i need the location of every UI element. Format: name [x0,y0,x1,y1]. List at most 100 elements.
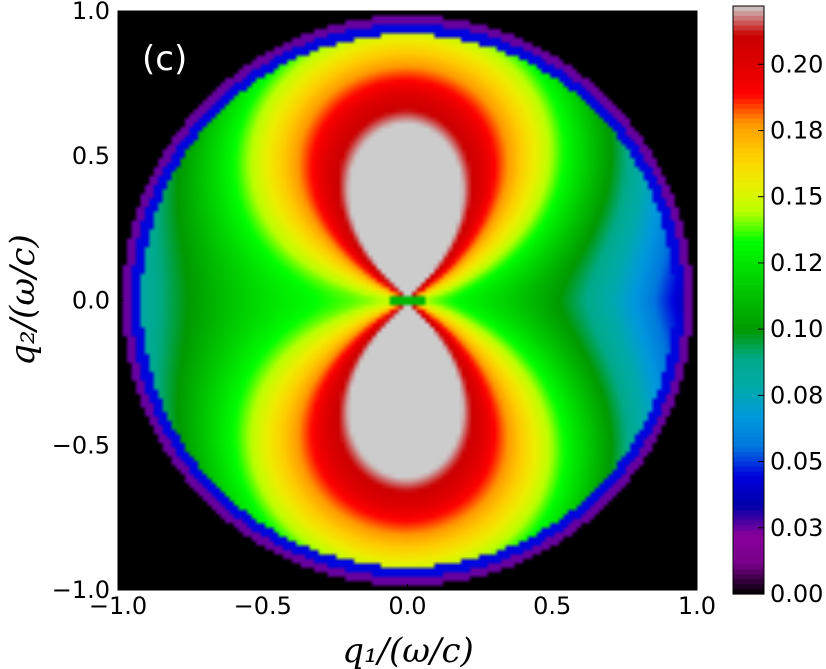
x-tick-label: −1.0 [89,592,147,620]
colorbar-segment [733,202,764,208]
colorbar-segment [733,133,764,139]
colorbar-segment [733,535,764,541]
colorbar-segment [733,373,764,379]
colorbar-segment [733,89,764,95]
colorbar-segment [733,486,764,492]
colorbar-segment [733,197,764,203]
colorbar-segment [733,388,764,394]
colorbar-segment [733,378,764,384]
colorbar-segment [733,363,764,370]
colorbar-segment [733,275,764,281]
colorbar-segment [733,84,764,90]
colorbar-segment [733,59,764,66]
colorbar-segment [733,554,764,561]
colorbar-segment [733,216,764,223]
colorbar-segment [733,324,764,330]
colorbar-segment [733,427,764,433]
colorbar-segment [733,584,764,590]
colorbar-segment [733,314,764,321]
colorbar-segment [733,412,764,419]
y-tick-label: −1.0 [52,576,110,604]
colorbar-segment [733,329,764,335]
colorbar-segment [733,466,764,473]
colorbar-segment [733,162,764,169]
x-tick-label: 0.0 [388,592,426,620]
colorbar-segment [733,471,764,477]
colorbar-segment [733,138,764,144]
colorbar-tick-label: 0.12 [770,249,823,277]
colorbar-segment [733,353,764,360]
colorbar-tick-label: 0.18 [770,116,823,144]
colorbar-segment [733,437,764,443]
colorbar-segment [733,260,764,267]
colorbar-segment [733,344,764,350]
colorbar-segment [733,393,764,399]
colorbar-segment [733,540,764,546]
colorbar-segment [733,545,764,551]
colorbar-segment [733,368,764,375]
colorbar-segment [733,265,764,272]
colorbar-segment [733,251,764,257]
colorbar-segment [733,69,764,76]
colorbar-tick-label: 0.05 [770,448,823,476]
colorbar-segment [733,221,764,228]
colorbar-segment [733,104,764,110]
colorbar-segment [733,398,764,404]
x-tick-label: 1.0 [678,592,716,620]
colorbar-segment [733,481,764,487]
colorbar-segment [733,192,764,198]
y-axis-ticks: −1.0 −0.5 0.0 0.5 1.0 [52,0,124,604]
colorbar-segment [733,285,764,291]
colorbar-segment [733,167,764,174]
colorbar-segment [733,451,764,458]
colorbar-segment [733,496,764,502]
colorbar-segment [733,35,764,41]
colorbar-segment [733,579,764,585]
heatmap-image [118,11,697,590]
heatmap-plot [117,10,698,591]
colorbar-segment [733,564,764,571]
colorbar-segment [733,6,764,12]
colorbar-segment [733,143,764,149]
colorbar-segment [733,182,764,188]
colorbar-segment [733,569,764,575]
colorbar-segment [733,549,764,556]
colorbar-tick-label: 0.15 [770,183,823,211]
colorbar-segment [733,79,764,85]
colorbar-segment [733,211,764,218]
colorbar-segment [733,241,764,247]
colorbar-segment [733,74,764,81]
colorbar-segment [733,447,764,453]
colorbar-segment [733,50,764,56]
colorbar-segment [733,456,764,463]
colorbar-tick-label: 0.08 [770,381,823,409]
colorbar-segment [733,99,764,105]
panel-label: (c) [142,39,187,79]
x-axis-ticks: −1.0 −0.5 0.0 0.5 1.0 [89,584,716,620]
colorbar-segment [733,236,764,242]
colorbar-segment [733,290,764,296]
colorbar-segment [733,231,764,237]
colorbar-segment [733,177,764,183]
colorbar-segment [733,187,764,193]
colorbar-segment [733,500,764,507]
colorbar-segment [733,108,764,115]
colorbar-segment [733,491,764,497]
colorbar-segment [733,280,764,286]
colorbar-segment [733,206,764,213]
y-axis-label: q₂/(ω/c) [3,234,43,366]
colorbar-segment [733,148,764,154]
y-tick-label: −0.5 [52,431,110,459]
colorbar-segment [733,309,764,316]
colorbar-segment [733,226,764,232]
colorbar-segment [733,55,764,61]
colorbar-segment [733,94,764,100]
colorbar-segment [733,30,764,36]
x-tick-label: −0.5 [234,592,292,620]
colorbar-segment [733,520,764,526]
colorbar-segment [733,64,764,71]
colorbar-segment [733,295,764,301]
colorbar-segment [733,402,764,409]
colorbar [732,5,765,595]
colorbar-segment [733,358,764,365]
